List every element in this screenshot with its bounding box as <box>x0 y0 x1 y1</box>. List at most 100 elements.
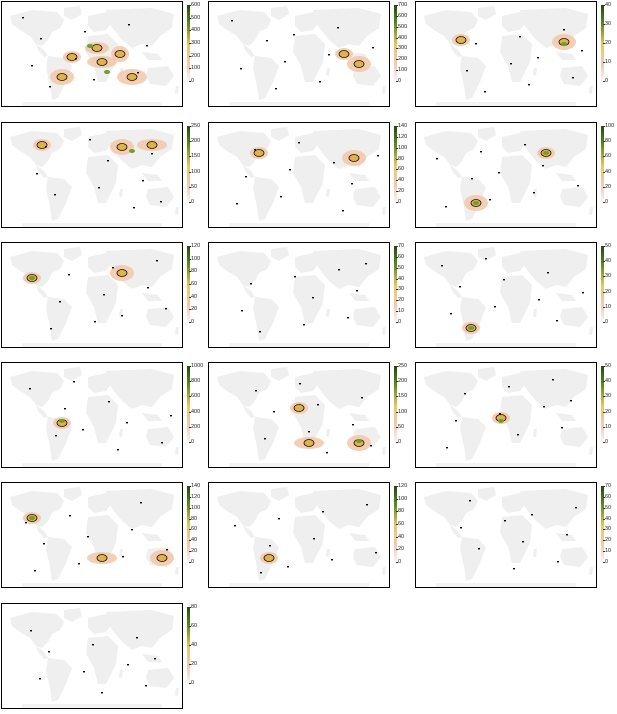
color-ramp <box>187 126 190 206</box>
range-fragment <box>459 286 461 288</box>
legend-tick-label: 600 <box>395 12 408 19</box>
world-map <box>217 367 386 467</box>
range-fragment <box>298 142 300 144</box>
world-map <box>10 608 179 708</box>
range-fragment <box>278 518 280 520</box>
hotspot-outline <box>455 36 467 44</box>
hotspot-outline <box>91 44 103 52</box>
range-fragment <box>475 43 477 45</box>
range-fragment <box>165 308 167 310</box>
range-fragment <box>342 210 344 212</box>
range-fragment <box>133 207 135 209</box>
hotspot-outline <box>116 143 128 151</box>
map-panel-12 <box>415 362 597 468</box>
color-scale-legend: 0 10 20 30 40 50 <box>599 243 617 326</box>
map-panel-8 <box>208 242 390 348</box>
legend-tick-label: 60 <box>188 526 198 533</box>
legend-tick-label: 20 <box>188 661 198 667</box>
color-scale-legend: 0 50 100 150 200 250 <box>392 363 414 446</box>
range-fragment <box>25 522 27 524</box>
legend-tick-label: 80 <box>188 268 198 275</box>
range-fragment <box>260 572 262 574</box>
range-fragment <box>89 139 91 141</box>
legend-tick-label: 300 <box>188 40 201 46</box>
range-fragment <box>331 559 333 561</box>
color-ramp <box>394 5 397 85</box>
range-fragment <box>299 383 301 385</box>
map-panel-10 <box>1 362 183 468</box>
world-map <box>10 247 179 347</box>
legend-tick-label: 60 <box>602 153 612 160</box>
range-fragment <box>538 299 540 301</box>
range-fragment <box>450 313 452 315</box>
range-fragment <box>255 390 257 392</box>
legend-tick-label: 40 <box>602 258 612 265</box>
world-map <box>217 247 386 347</box>
range-fragment <box>259 331 261 333</box>
legend-tick-label: 100 <box>188 504 201 511</box>
legend-tick-label: 60 <box>188 281 198 287</box>
range-fragment <box>566 534 568 536</box>
legend-tick-label: 0 <box>602 439 609 445</box>
legend-tick-label: 0 <box>188 78 195 84</box>
range-fragment <box>570 400 572 402</box>
legend-tick-label: 10 <box>602 548 612 555</box>
range-fragment <box>126 422 128 424</box>
range-fragment <box>84 31 86 33</box>
range-fragment <box>365 263 367 265</box>
world-map <box>217 6 386 106</box>
range-fragment <box>231 20 233 22</box>
high-richness-core <box>104 70 110 74</box>
color-scale-legend: 0 200 400 600 800 1000 <box>185 363 207 446</box>
hotspot-outline <box>96 58 108 66</box>
range-fragment <box>557 561 559 563</box>
range-fragment <box>82 429 84 431</box>
range-fragment <box>36 173 38 175</box>
range-fragment <box>273 411 275 413</box>
range-fragment <box>161 442 163 444</box>
legend-tick-label: 20 <box>602 183 612 190</box>
range-fragment <box>146 45 148 47</box>
range-fragment <box>326 452 328 454</box>
range-fragment <box>499 413 501 415</box>
legend-tick-label: 150 <box>395 393 408 400</box>
legend-tick-label: 20 <box>188 548 198 555</box>
range-fragment <box>117 449 119 451</box>
legend-tick-label: 60 <box>602 493 612 500</box>
range-fragment <box>289 169 291 171</box>
range-fragment <box>294 276 296 278</box>
legend-tick-label: 20 <box>602 408 612 415</box>
legend-tick-label: 250 <box>395 363 408 369</box>
range-fragment <box>556 320 558 322</box>
range-fragment <box>264 438 266 440</box>
range-fragment <box>372 47 374 49</box>
legend-tick-label: 20 <box>602 288 612 295</box>
hotspot-outline <box>66 53 78 61</box>
high-richness-core <box>87 44 93 48</box>
high-richness-core <box>561 42 567 46</box>
range-fragment <box>347 317 349 319</box>
range-fragment <box>45 146 47 148</box>
range-fragment <box>460 527 462 529</box>
range-fragment <box>122 556 124 558</box>
high-richness-core <box>543 151 549 155</box>
range-fragment <box>29 388 31 390</box>
range-fragment <box>293 34 295 36</box>
legend-tick-label: 30 <box>602 526 612 533</box>
color-scale-legend: 0 10 20 30 40 50 <box>599 363 617 446</box>
legend-tick-label: 60 <box>395 166 405 173</box>
range-fragment <box>127 664 129 666</box>
range-fragment <box>284 61 286 63</box>
range-fragment <box>87 536 89 538</box>
map-panel-9 <box>415 242 597 348</box>
legend-tick-label: 20 <box>395 297 405 304</box>
range-fragment <box>147 287 149 289</box>
map-panel-6 <box>415 122 597 228</box>
legend-tick-label: 60 <box>188 623 198 629</box>
legend-tick-label: 600 <box>188 2 201 8</box>
high-richness-core <box>29 516 35 520</box>
legend-tick-label: 100 <box>188 255 201 262</box>
range-fragment <box>287 566 289 568</box>
color-scale-legend: 0 10 20 30 40 50 60 70 <box>599 483 617 566</box>
range-fragment <box>131 529 133 531</box>
